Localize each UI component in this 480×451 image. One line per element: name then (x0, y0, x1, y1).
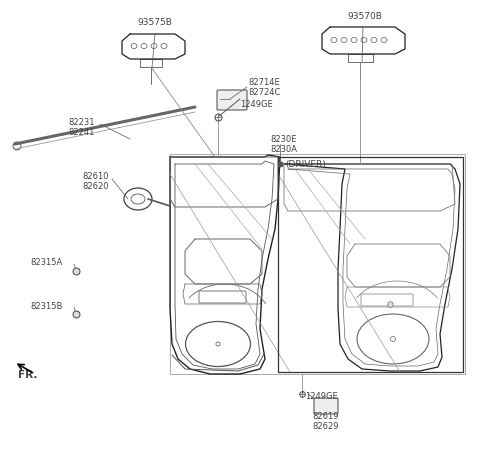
Bar (170, 155, 465, 374)
Text: 82241: 82241 (68, 128, 95, 137)
Text: 82714E: 82714E (248, 78, 280, 87)
Text: 82610: 82610 (82, 172, 108, 180)
Text: 82315A: 82315A (30, 258, 62, 267)
Text: 82619: 82619 (312, 411, 338, 420)
Text: 82620: 82620 (82, 182, 108, 191)
Text: 8230A: 8230A (270, 145, 297, 154)
Text: 8230E: 8230E (270, 135, 297, 144)
Bar (140, 60, 162, 68)
FancyBboxPatch shape (314, 398, 338, 414)
Text: (DRIVER): (DRIVER) (285, 160, 326, 169)
Text: 82629: 82629 (312, 421, 338, 430)
Text: 82231: 82231 (68, 118, 95, 127)
Text: 82315B: 82315B (30, 301, 62, 310)
Text: 93575B: 93575B (138, 18, 172, 27)
Text: 1249GE: 1249GE (240, 100, 273, 109)
Text: 1249GE: 1249GE (305, 391, 338, 400)
Text: 82724C: 82724C (248, 88, 280, 97)
Bar (278, 158, 463, 372)
Text: 93570B: 93570B (348, 12, 383, 21)
FancyBboxPatch shape (217, 91, 247, 111)
Bar (348, 55, 373, 63)
Text: FR.: FR. (18, 369, 37, 379)
